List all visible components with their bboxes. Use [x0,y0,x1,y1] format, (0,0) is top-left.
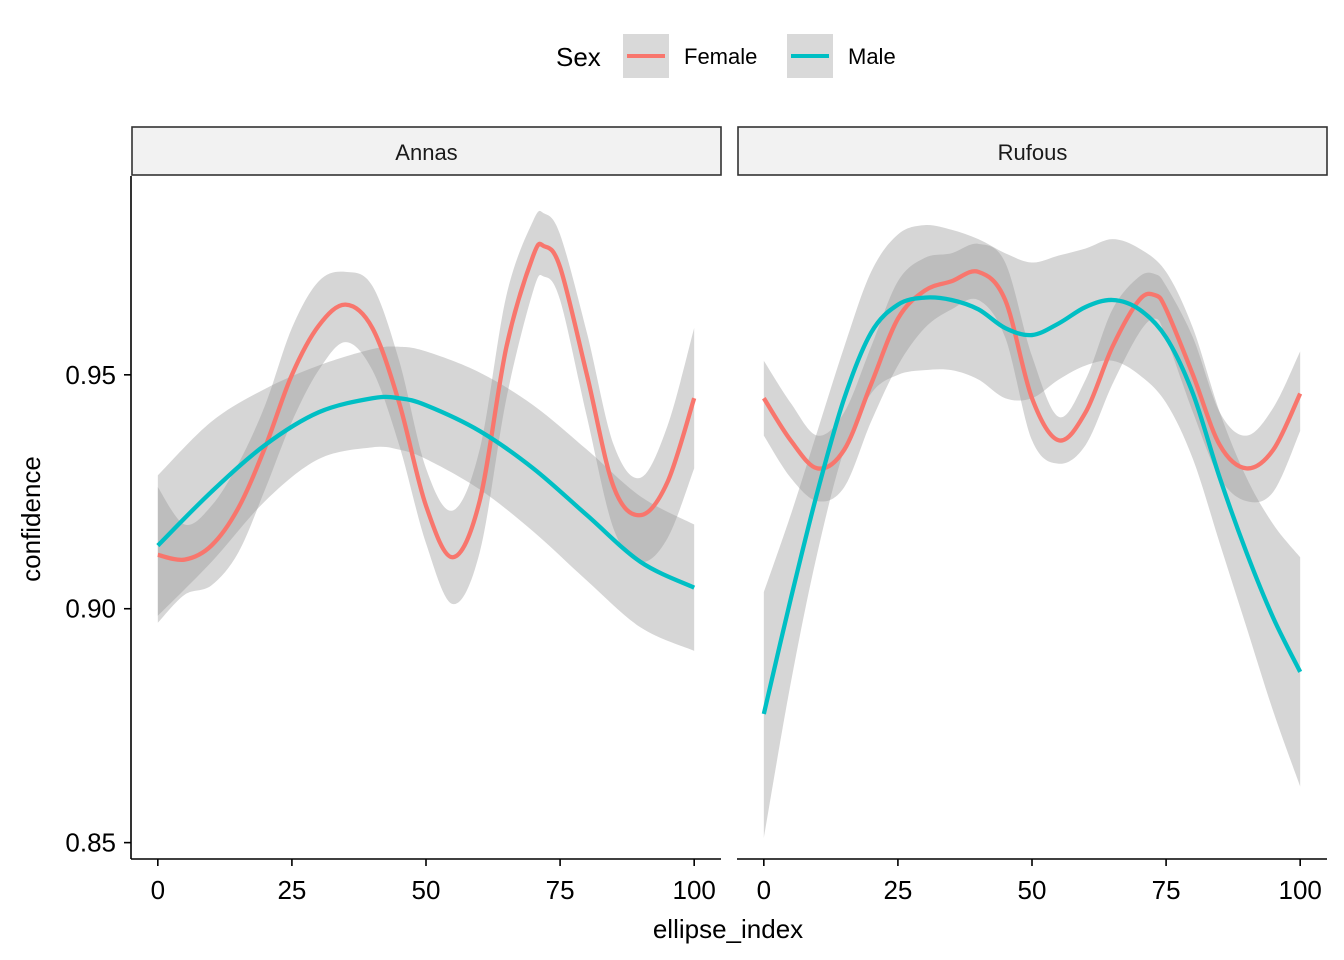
legend-label-female: Female [684,44,757,69]
x-tick-label-rufous-0: 0 [757,875,771,905]
panel-annas: Annas 0 25 50 75 100 [130,126,722,905]
legend: Sex Female Male [556,34,896,78]
strip-annas [131,126,722,176]
line-annas-female [157,241,697,563]
ribbon-annas-male [157,346,695,651]
strip-rufous [737,126,1328,176]
y-axis-title: confidence [16,456,46,582]
legend-title: Sex [556,42,601,72]
x-ticks-rufous: 0 25 50 75 100 [757,859,1322,905]
x-tick-label-rufous-25: 25 [883,875,912,905]
line-annas-male [156,394,696,590]
x-tick-label-rufous-100: 100 [1278,875,1321,905]
x-tick-label-rufous-50: 50 [1018,875,1047,905]
ribbon-annas-female [157,210,695,623]
x-tick-label-rufous-75: 75 [1152,875,1181,905]
ribbons-annas [157,210,695,651]
panel-rufous: Rufous 0 25 50 75 100 [737,126,1328,905]
ribbon-rufous-male [763,224,1301,838]
line-rufous-female [762,269,1303,471]
y-tick-label-1: 0.90 [65,594,116,624]
y-tick-label-2: 0.95 [65,360,116,390]
x-tick-label-annas-100: 100 [672,875,715,905]
x-tick-label-annas-0: 0 [151,875,165,905]
y-ticks: 0.85 0.90 0.95 [65,360,131,858]
lines-annas [156,241,697,590]
y-tick-label-0: 0.85 [65,828,116,858]
strip-label-annas: Annas [395,140,457,165]
x-tick-label-annas-25: 25 [277,875,306,905]
x-tick-label-annas-50: 50 [412,875,441,905]
legend-label-male: Male [848,44,896,69]
line-rufous-male [761,295,1303,715]
x-axis-title: ellipse_index [653,914,803,944]
strip-label-rufous: Rufous [998,140,1068,165]
lines-rufous [761,269,1303,715]
x-tick-label-annas-75: 75 [546,875,575,905]
x-ticks-annas: 0 25 50 75 100 [151,859,716,905]
